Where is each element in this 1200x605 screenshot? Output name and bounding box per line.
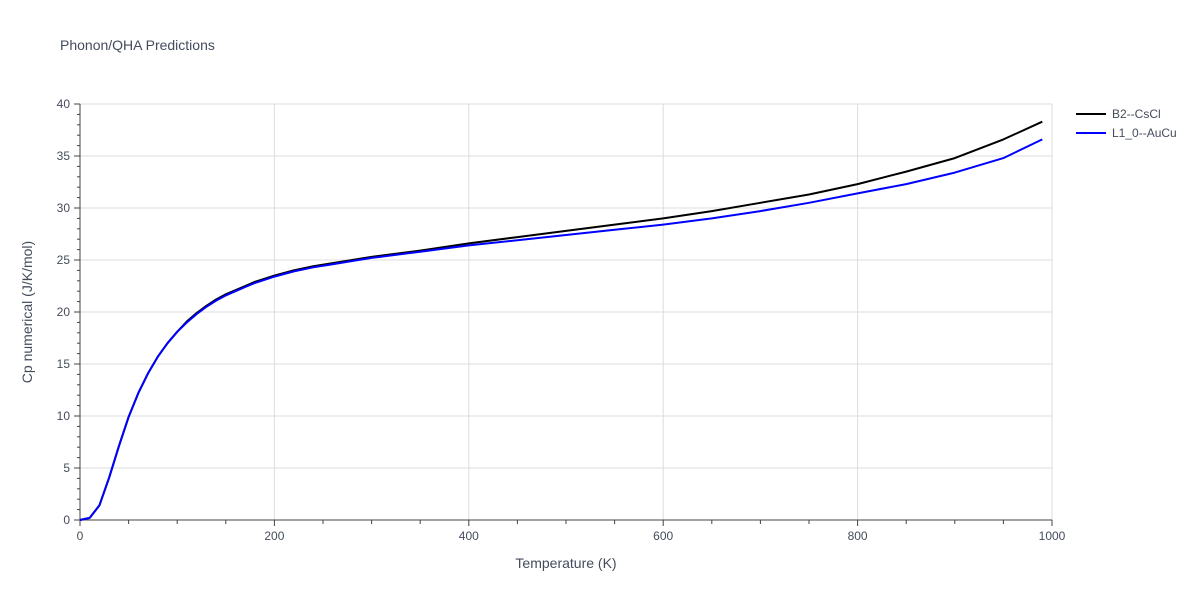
x-tick-label: 200 <box>264 529 284 543</box>
axes-layer: 0 200 400 600 800 1000 0 5 10 15 20 25 30 35 40 <box>57 97 1066 543</box>
legend[interactable]: B2--CsCl L1_0--AuCu <box>1076 107 1177 140</box>
y-tick-label: 15 <box>57 357 71 371</box>
legend-item[interactable]: B2--CsCl <box>1076 107 1161 121</box>
series-layer <box>79 120 1043 521</box>
x-tick-label: 0 <box>77 529 84 543</box>
x-tick-label: 600 <box>653 529 673 543</box>
y-tick-label: 35 <box>57 149 71 163</box>
y-tick-label: 20 <box>57 305 71 319</box>
y-tick-label: 25 <box>57 253 71 267</box>
y-tick-label: 5 <box>63 461 70 475</box>
legend-label: L1_0--AuCu <box>1112 126 1177 140</box>
x-tick-label: 400 <box>459 529 479 543</box>
y-tick-label: 30 <box>57 201 71 215</box>
y-tick-label: 10 <box>57 409 71 423</box>
legend-item[interactable]: L1_0--AuCu <box>1076 126 1177 140</box>
x-tick-label: 800 <box>848 529 868 543</box>
series-line-1[interactable] <box>79 120 1043 521</box>
x-axis-label: Temperature (K) <box>515 555 616 571</box>
series-line-2[interactable] <box>79 138 1043 521</box>
legend-label: B2--CsCl <box>1112 107 1161 121</box>
grid-layer <box>80 103 1053 520</box>
y-tick-label: 0 <box>63 513 70 527</box>
x-tick-label: 1000 <box>1039 529 1066 543</box>
chart-title: Phonon/QHA Predictions <box>60 37 215 53</box>
y-axis-label: Cp numerical (J/K/mol) <box>19 241 35 383</box>
y-tick-label: 40 <box>57 97 71 111</box>
